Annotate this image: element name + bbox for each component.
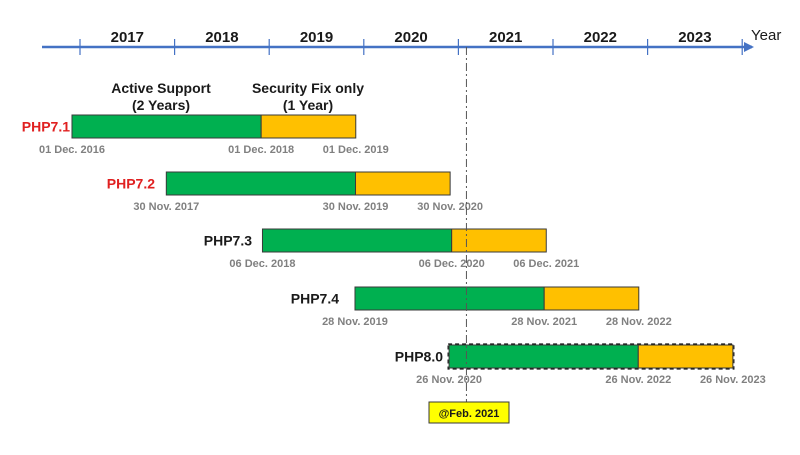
version-label-php7-3: PHP7.3 <box>204 233 252 249</box>
security-fix-bar-php7-2 <box>355 171 451 196</box>
year-label-2018: 2018 <box>205 29 238 46</box>
planned-outline-php8-0 <box>447 343 735 370</box>
date-label-php7-3: 06 Dec. 2020 <box>419 258 485 270</box>
version-label-php7-2: PHP7.2 <box>107 176 155 192</box>
date-label-php7-3: 06 Dec. 2021 <box>513 258 579 270</box>
version-label-php8-0: PHP8.0 <box>395 349 443 365</box>
security-fix-bar-php7-3 <box>451 228 547 253</box>
version-label-php7-1: PHP7.1 <box>22 119 70 135</box>
security-fix-bar-php7-4 <box>543 286 640 311</box>
date-label-php7-4: 28 Nov. 2022 <box>606 316 672 328</box>
axis-unit-label: Year <box>751 27 781 44</box>
year-label-2022: 2022 <box>584 29 617 46</box>
date-label-php7-2: 30 Nov. 2020 <box>417 201 483 213</box>
date-label-php8-0: 26 Nov. 2022 <box>605 374 671 386</box>
year-label-2023: 2023 <box>678 29 711 46</box>
date-label-php7-3: 06 Dec. 2018 <box>229 258 295 270</box>
security-fix-bar-php8-0 <box>637 344 734 369</box>
year-label-2021: 2021 <box>489 29 522 46</box>
date-label-php7-1: 01 Dec. 2019 <box>323 144 389 156</box>
legend-note-active-subtext: (2 Years) <box>132 97 190 113</box>
active-support-bar-php8-0 <box>448 344 639 369</box>
date-label-php7-1: 01 Dec. 2016 <box>39 144 105 156</box>
security-fix-bar-php7-1 <box>260 114 357 139</box>
date-label-php7-4: 28 Nov. 2019 <box>322 316 388 328</box>
legend-note-active-title: Active Support <box>111 80 211 96</box>
version-label-php7-4: PHP7.4 <box>291 291 339 307</box>
date-label-php7-4: 28 Nov. 2021 <box>511 316 577 328</box>
current-date-marker-box <box>428 401 510 424</box>
date-label-php8-0: 26 Nov. 2023 <box>700 374 766 386</box>
legend-note-security-title: Security Fix only <box>252 80 364 96</box>
date-label-php7-1: 01 Dec. 2018 <box>228 144 294 156</box>
date-label-php8-0: 26 Nov. 2020 <box>416 374 482 386</box>
date-label-php7-2: 30 Nov. 2017 <box>133 201 199 213</box>
active-support-bar-php7-4 <box>354 286 545 311</box>
year-label-2019: 2019 <box>300 29 333 46</box>
active-support-bar-php7-1 <box>71 114 262 139</box>
active-support-bar-php7-3 <box>261 228 453 253</box>
year-label-2020: 2020 <box>394 29 427 46</box>
date-label-php7-2: 30 Nov. 2019 <box>323 201 389 213</box>
active-support-bar-php7-2 <box>165 171 357 196</box>
legend-note-security-subtext: (1 Year) <box>283 97 333 113</box>
year-label-2017: 2017 <box>111 29 144 46</box>
current-date-marker-label: @Feb. 2021 <box>439 408 500 420</box>
